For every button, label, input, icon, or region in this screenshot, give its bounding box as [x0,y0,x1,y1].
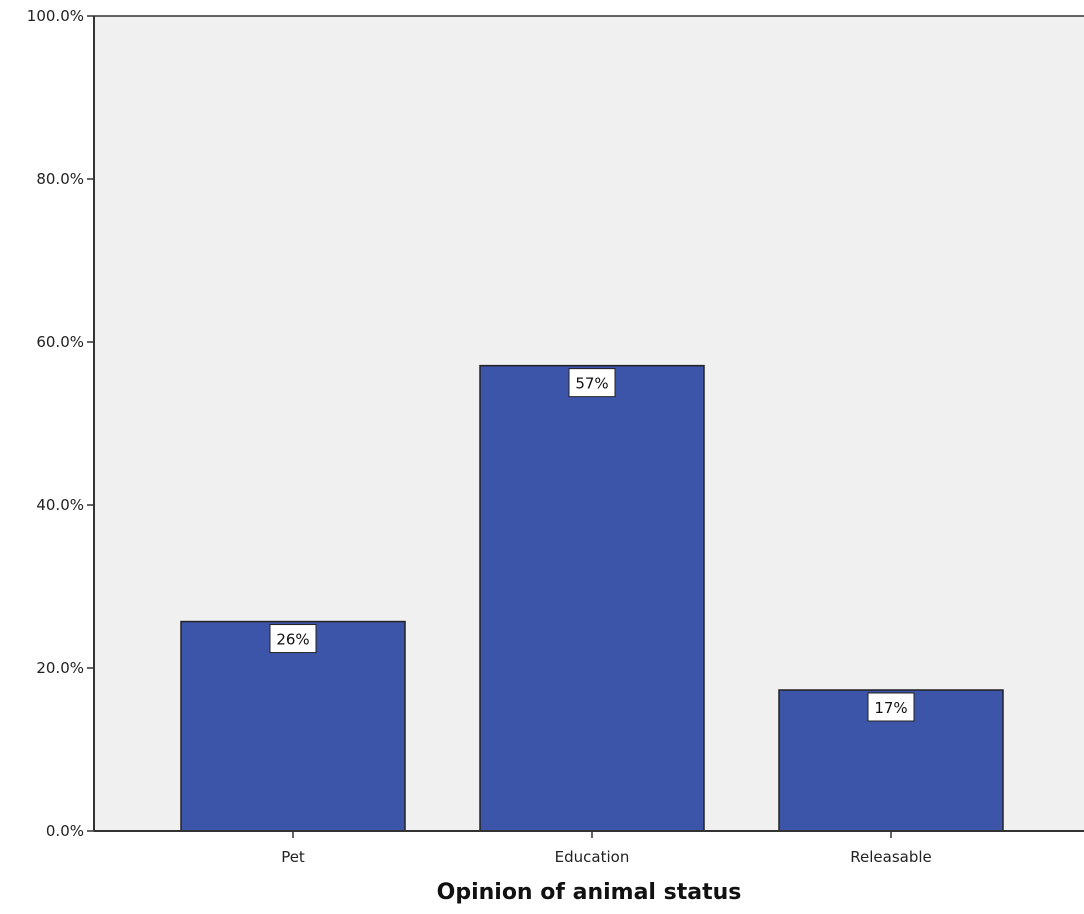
data-label-box [568,368,616,398]
bar-pet [180,620,406,832]
bars-layer [180,364,1004,832]
data-label: 17% [874,699,907,717]
data-label-box [269,624,317,654]
bar-education [479,364,705,832]
data-label: 57% [575,375,608,393]
y-tick-label: 40.0% [36,496,84,514]
x-tick-label: Pet [281,848,305,866]
x-tick-label: Releasable [850,848,932,866]
x-tick-label: Education [555,848,630,866]
y-tick-label: 60.0% [36,333,84,351]
data-label-box [867,692,915,722]
y-tick-label: 0.0% [46,822,84,840]
x-axis-title: Opinion of animal status [437,880,742,905]
y-tick-label: 20.0% [36,659,84,677]
y-tick-label: 100.0% [27,7,84,25]
data-labels-layer: 26% 57% 17% [269,368,915,722]
y-axis-ticks: 0.0% 20.0% 40.0% 60.0% 80.0% 100.0% [27,7,94,840]
data-label: 26% [276,631,309,649]
y-tick-label: 80.0% [36,170,84,188]
x-axis-ticks: Pet Education Releasable [281,831,932,866]
